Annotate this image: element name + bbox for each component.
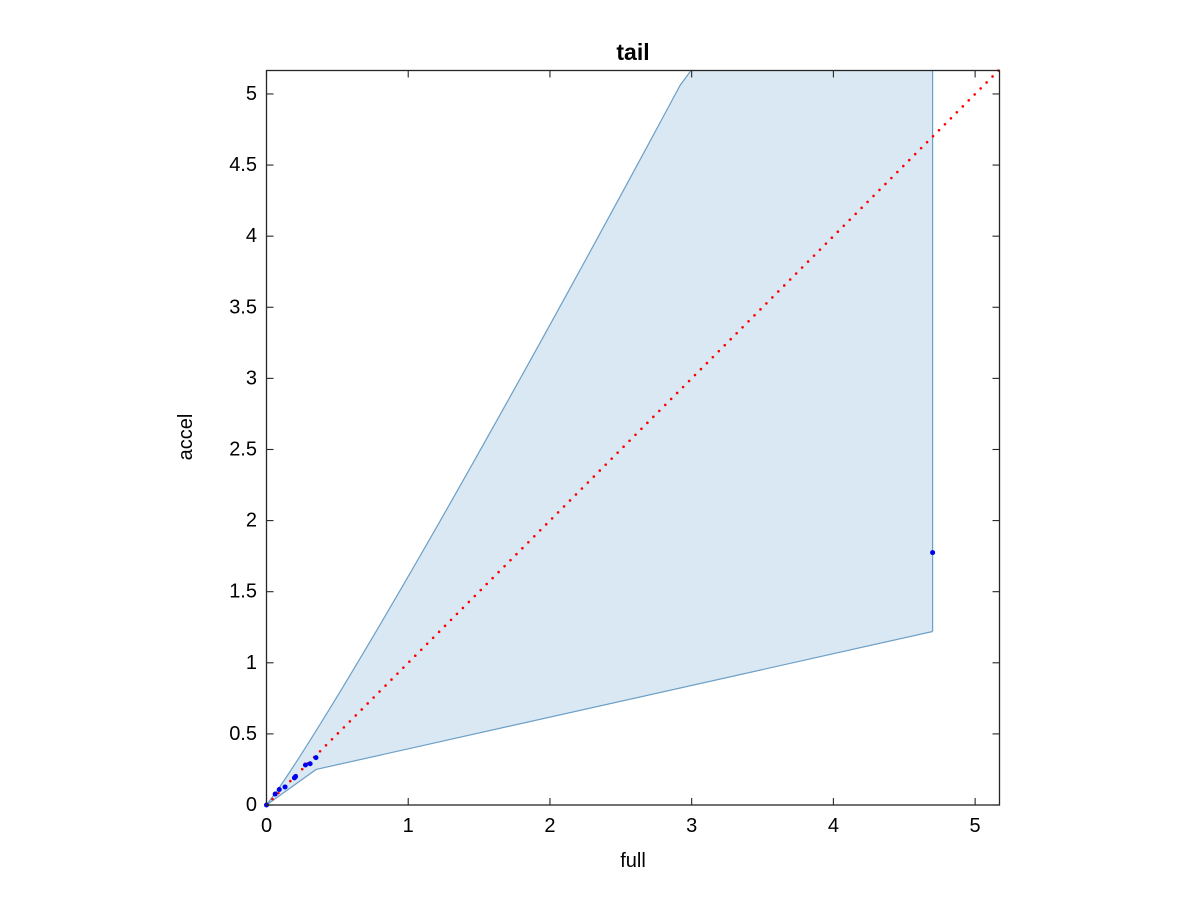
svg-text:5: 5 [970,815,981,837]
svg-text:tail: tail [616,39,649,65]
svg-text:3: 3 [686,815,697,837]
svg-text:2: 2 [246,510,257,532]
svg-text:1.5: 1.5 [229,581,257,603]
svg-text:1: 1 [403,815,414,837]
svg-text:4.5: 4.5 [229,154,257,176]
svg-text:0.5: 0.5 [229,723,257,745]
svg-text:2: 2 [544,815,555,837]
svg-text:full: full [620,850,646,872]
svg-text:1: 1 [246,652,257,674]
svg-text:5: 5 [246,83,257,105]
svg-text:accel: accel [175,414,197,461]
svg-text:4: 4 [828,815,839,837]
svg-text:3.5: 3.5 [229,296,257,318]
svg-text:4: 4 [246,225,257,247]
svg-text:3: 3 [246,367,257,389]
svg-text:2.5: 2.5 [229,438,257,460]
svg-text:0: 0 [246,794,257,816]
svg-text:0: 0 [261,815,272,837]
